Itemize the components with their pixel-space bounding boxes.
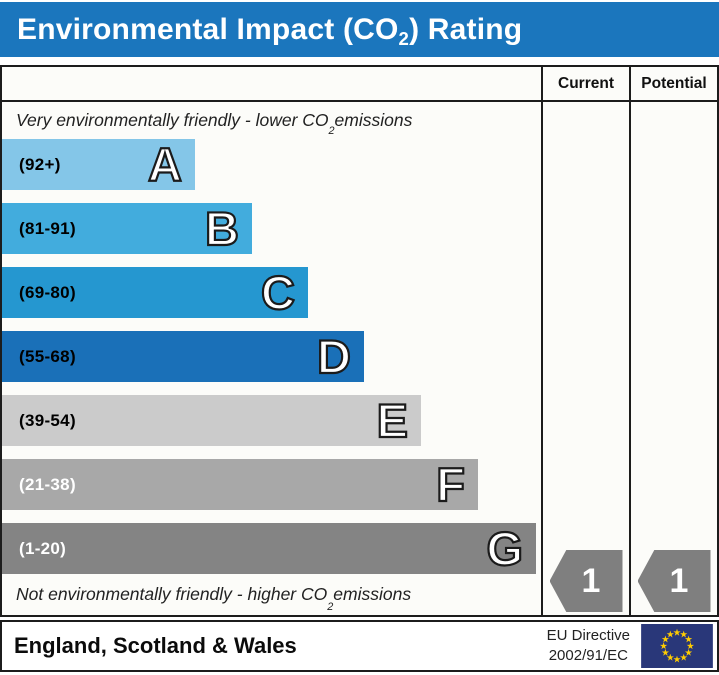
band-letter-c: C	[260, 266, 296, 319]
rating-bands-column: Very environmentally friendly - lower CO…	[2, 102, 541, 615]
band-letter-f: F	[435, 458, 466, 511]
top-annotation-suffix: emissions	[334, 110, 413, 130]
page-title: Environmental Impact (CO 2) Rating	[0, 2, 719, 57]
chart-header-cell	[2, 67, 541, 100]
top-annotation-subscript: 2	[328, 125, 335, 137]
bottom-annotation: Not environmentally friendly - higher CO…	[2, 574, 541, 615]
potential-column-header: Potential	[629, 67, 717, 100]
rating-table: Current Potential Very environmentally f…	[0, 65, 719, 617]
band-bar-d: (55-68) D	[2, 331, 364, 382]
top-annotation-text: Very environmentally friendly - lower CO	[16, 110, 329, 130]
rating-bands: (92+) A (81-91) B (69-80) C (55-68) D	[2, 139, 541, 574]
potential-rating-badge: 1	[637, 550, 711, 612]
band-letter-d: D	[316, 330, 352, 383]
table-body-row: Very environmentally friendly - lower CO…	[2, 102, 717, 615]
region-label: England, Scotland & Wales	[14, 633, 297, 658]
current-column-header: Current	[541, 67, 629, 100]
potential-column: 1	[629, 102, 717, 615]
title-text-suffix: ) Rating	[409, 12, 523, 46]
potential-rating-value: 1	[669, 561, 689, 600]
eu-flag-icon	[641, 624, 713, 668]
eu-directive-label: EU Directive 2002/91/EC	[547, 626, 630, 667]
band-letter-b: B	[204, 202, 240, 255]
title-text-prefix: Environmental Impact (CO	[17, 12, 399, 46]
bottom-annotation-suffix: emissions	[333, 584, 412, 604]
eu-directive-line1: EU Directive	[546, 626, 630, 644]
current-column: 1	[541, 102, 629, 615]
current-rating-badge: 1	[549, 550, 623, 612]
band-bar-c: (69-80) C	[2, 267, 308, 318]
band-bar-b: (81-91) B	[2, 203, 252, 254]
bottom-annotation-subscript: 2	[327, 601, 334, 613]
eu-directive-line2: 2002/91/EC	[548, 647, 628, 664]
band-range-label-b: (81-91)	[19, 218, 76, 238]
band-bar-a: (92+) A	[2, 139, 195, 190]
band-letter-a: A	[147, 138, 183, 191]
band-bar-f: (21-38) F	[2, 459, 478, 510]
footer-bar: England, Scotland & Wales EU Directive 2…	[0, 620, 719, 672]
band-letter-e: E	[376, 394, 410, 447]
top-annotation: Very environmentally friendly - lower CO…	[2, 102, 541, 139]
band-bar-g: (1-20) G	[2, 523, 536, 574]
band-letter-g: G	[485, 522, 524, 575]
band-range-label-a: (92+)	[19, 154, 61, 174]
title-subscript: 2	[398, 28, 410, 49]
band-bar-e: (39-54) E	[2, 395, 421, 446]
band-range-label-f: (21-38)	[19, 474, 76, 494]
band-range-label-c: (69-80)	[19, 282, 76, 302]
table-header-row: Current Potential	[2, 67, 717, 102]
band-range-label-g: (1-20)	[19, 538, 67, 558]
band-range-label-e: (39-54)	[19, 410, 76, 430]
bottom-annotation-text: Not environmentally friendly - higher CO	[16, 584, 328, 604]
band-range-label-d: (55-68)	[19, 346, 76, 366]
current-rating-value: 1	[581, 561, 601, 600]
